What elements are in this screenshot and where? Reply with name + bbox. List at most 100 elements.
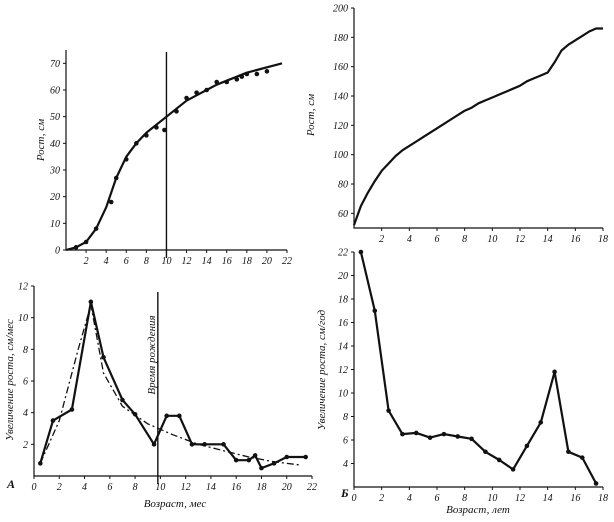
data-point [259,465,264,471]
data-point [427,435,433,440]
y-tick-label: 18 [338,295,348,306]
x-tick-label: 18 [242,256,252,267]
chart-bottom-right-axes [353,252,603,488]
chart-top-right-ylabel: Рост, см [305,94,317,137]
data-point [184,95,189,101]
data-point [386,408,391,413]
data-point [144,133,149,138]
x-tick-label: 12 [182,256,192,267]
y-tick-label: 50 [50,112,60,123]
data-point [202,442,207,447]
data-point [174,109,179,114]
data-point [50,418,56,423]
chart-bottom-left-annotation: Время рождения [146,315,158,394]
x-tick-label: 12 [181,482,191,493]
chart-top-left-ylabel: Рост, см [35,119,47,162]
y-tick-label: 10 [18,313,28,324]
x-tick-label: 12 [515,493,525,504]
x-tick-label: 20 [282,482,292,493]
x-tick-label: 2 [379,234,384,245]
y-tick-label: 100 [333,150,348,161]
data-point [254,71,260,77]
y-tick-label: 20 [50,192,60,203]
data-point [88,299,94,305]
data-point [239,74,245,79]
data-point [194,90,199,95]
data-point [108,199,114,205]
data-point [162,127,167,133]
data-point [221,442,226,447]
data-point [151,442,157,447]
x-tick-label: 12 [515,234,525,245]
data-point [132,411,138,417]
y-tick-label: 30 [49,166,60,177]
y-tick-label: 8 [343,412,348,423]
chart-bottom-right-xlabel: Возраст, лет [446,504,510,516]
x-tick-label: 10 [487,234,497,245]
y-tick-label: 22 [338,248,348,259]
data-point [413,430,419,436]
y-tick-label: 200 [333,4,348,15]
data-point [123,157,129,162]
chart-bottom-left-axes [33,286,312,477]
x-tick-label: 20 [262,256,272,267]
x-tick-label: 2 [84,256,89,267]
x-tick-label: 16 [222,256,232,267]
chart-bottom-left-xlabel: Возраст, мес [144,498,207,510]
y-tick-label: 20 [338,271,348,282]
x-tick-label: 6 [435,493,440,504]
data-point [358,249,364,255]
chart-top-right-axes [353,8,603,229]
x-tick-label: 8 [144,256,149,267]
chart-bottom-right-ylabel: Увеличение роста, см/год [316,309,328,430]
data-point [455,434,461,439]
chart-bottom-right-panel-letter: Б [340,486,349,500]
x-tick-label: 2 [379,493,384,504]
x-tick-label: 14 [543,234,553,245]
y-tick-label: 10 [338,389,348,400]
x-tick-label: 0 [32,482,37,493]
chart-bottom-left: 2 4 6 8 10 12 0 2 4 6 8 10 12 14 16 18 20 22 Увеличение р… [4,282,317,511]
data-point [164,413,169,419]
y-tick-label: 180 [333,33,348,44]
chart-top-right: 60 80 100 120 140 160 180 200 2 4 6 8 10 12 14 16 18 Рос… [305,4,608,246]
y-tick-label: 80 [338,180,348,191]
chart-bottom-right: 4 6 8 10 12 14 16 18 20 22 0 2 4 6 8 10 12 14 16 18 Увеличе… [316,248,608,517]
x-tick-label: 0 [352,493,357,504]
y-tick-label: 6 [23,377,28,388]
data-point [483,449,488,455]
y-tick-label: 40 [50,139,60,150]
y-tick-label: 0 [55,246,60,257]
y-tick-label: 6 [343,436,348,447]
data-point [134,141,139,146]
x-tick-label: 14 [206,482,216,493]
data-point [246,457,252,463]
x-tick-label: 22 [307,482,317,493]
x-tick-label: 18 [598,493,608,504]
x-tick-label: 18 [256,482,266,493]
data-point [204,87,209,93]
data-point [524,443,530,449]
y-tick-label: 60 [338,209,348,220]
y-tick-label: 16 [338,318,348,329]
x-tick-label: 10 [487,493,497,504]
y-tick-label: 70 [50,59,60,70]
x-tick-label: 14 [202,256,212,267]
x-tick-label: 6 [107,482,112,493]
data-point [113,175,119,181]
x-tick-label: 4 [104,256,109,267]
data-point [120,397,125,403]
x-tick-label: 14 [543,493,553,504]
data-point [224,79,230,85]
y-tick-label: 14 [338,342,348,353]
x-tick-label: 16 [570,493,580,504]
data-point [233,457,239,463]
data-point [538,420,544,425]
x-tick-label: 2 [57,482,62,493]
data-point [593,481,599,486]
y-tick-label: 120 [333,121,348,132]
data-point [303,454,308,460]
x-tick-label: 18 [598,234,608,245]
x-tick-label: 16 [570,234,580,245]
x-tick-label: 22 [282,256,292,267]
